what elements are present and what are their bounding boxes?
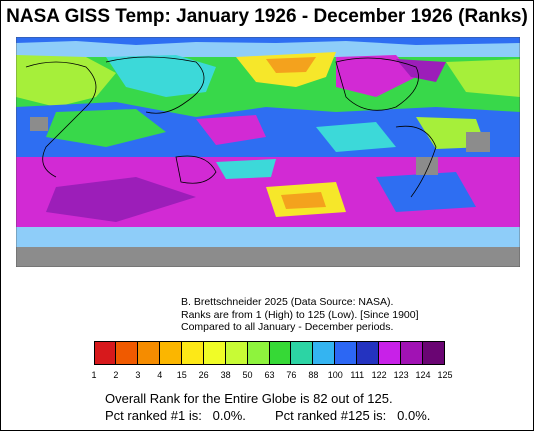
legend-cell xyxy=(159,341,182,365)
legend-cell xyxy=(137,341,160,365)
credit-line-1: B. Brettschneider 2025 (Data Source: NAS… xyxy=(181,296,394,308)
north-america-region xyxy=(336,55,416,97)
legend-cell xyxy=(181,341,204,365)
legend-label: 2 xyxy=(113,370,119,380)
antarctic-ocean xyxy=(16,227,520,247)
legend-cell xyxy=(115,341,138,365)
legend-cell xyxy=(94,341,116,365)
legend-label: 88 xyxy=(308,370,319,380)
legend-cell xyxy=(357,341,380,365)
coastlines xyxy=(25,56,437,198)
legend-cell xyxy=(313,341,336,365)
legend-cell xyxy=(335,341,358,365)
antarctica-no-data xyxy=(16,247,520,267)
legend-label: 50 xyxy=(242,370,253,380)
legend-cell xyxy=(269,341,292,365)
legend-label: 26 xyxy=(198,370,209,380)
legend-cell xyxy=(225,341,248,365)
pct-rank-1-text: Pct ranked #1 is: 0.0%. xyxy=(105,408,246,423)
legend-label: 123 xyxy=(393,370,409,380)
legend-label: 125 xyxy=(437,370,453,380)
legend-label: 124 xyxy=(415,370,431,380)
legend-cell xyxy=(379,341,402,365)
asia-region xyxy=(106,55,216,97)
world-rank-map xyxy=(16,37,520,267)
page-title: NASA GISS Temp: January 1926 - December … xyxy=(6,6,528,27)
credit-line-3: Compared to all January - December perio… xyxy=(181,321,394,333)
legend-label: 1 xyxy=(91,370,97,380)
legend-cell xyxy=(401,341,424,365)
europe-region xyxy=(16,55,116,107)
legend-label: 111 xyxy=(350,370,365,380)
legend-label: 3 xyxy=(135,370,141,380)
legend-label: 4 xyxy=(157,370,163,380)
credit-text: B. Brettschneider 2025 (Data Source: NAS… xyxy=(181,296,419,334)
legend-label: 76 xyxy=(286,370,297,380)
overall-rank-text: Overall Rank for the Entire Globe is 82 … xyxy=(105,391,393,406)
legend-label: 15 xyxy=(176,370,187,380)
legend-cell xyxy=(423,341,445,365)
legend-cell xyxy=(247,341,270,365)
pct-rank-125-text: Pct ranked #125 is: 0.0%. xyxy=(275,408,431,423)
legend-label: 122 xyxy=(371,370,387,380)
legend-label: 38 xyxy=(220,370,231,380)
credit-line-2: Ranks are from 1 (High) to 125 (Low). [S… xyxy=(181,308,419,321)
legend-label: 63 xyxy=(264,370,275,380)
legend-cell xyxy=(203,341,226,365)
legend-label: 100 xyxy=(327,370,343,380)
legend-cell xyxy=(291,341,314,365)
